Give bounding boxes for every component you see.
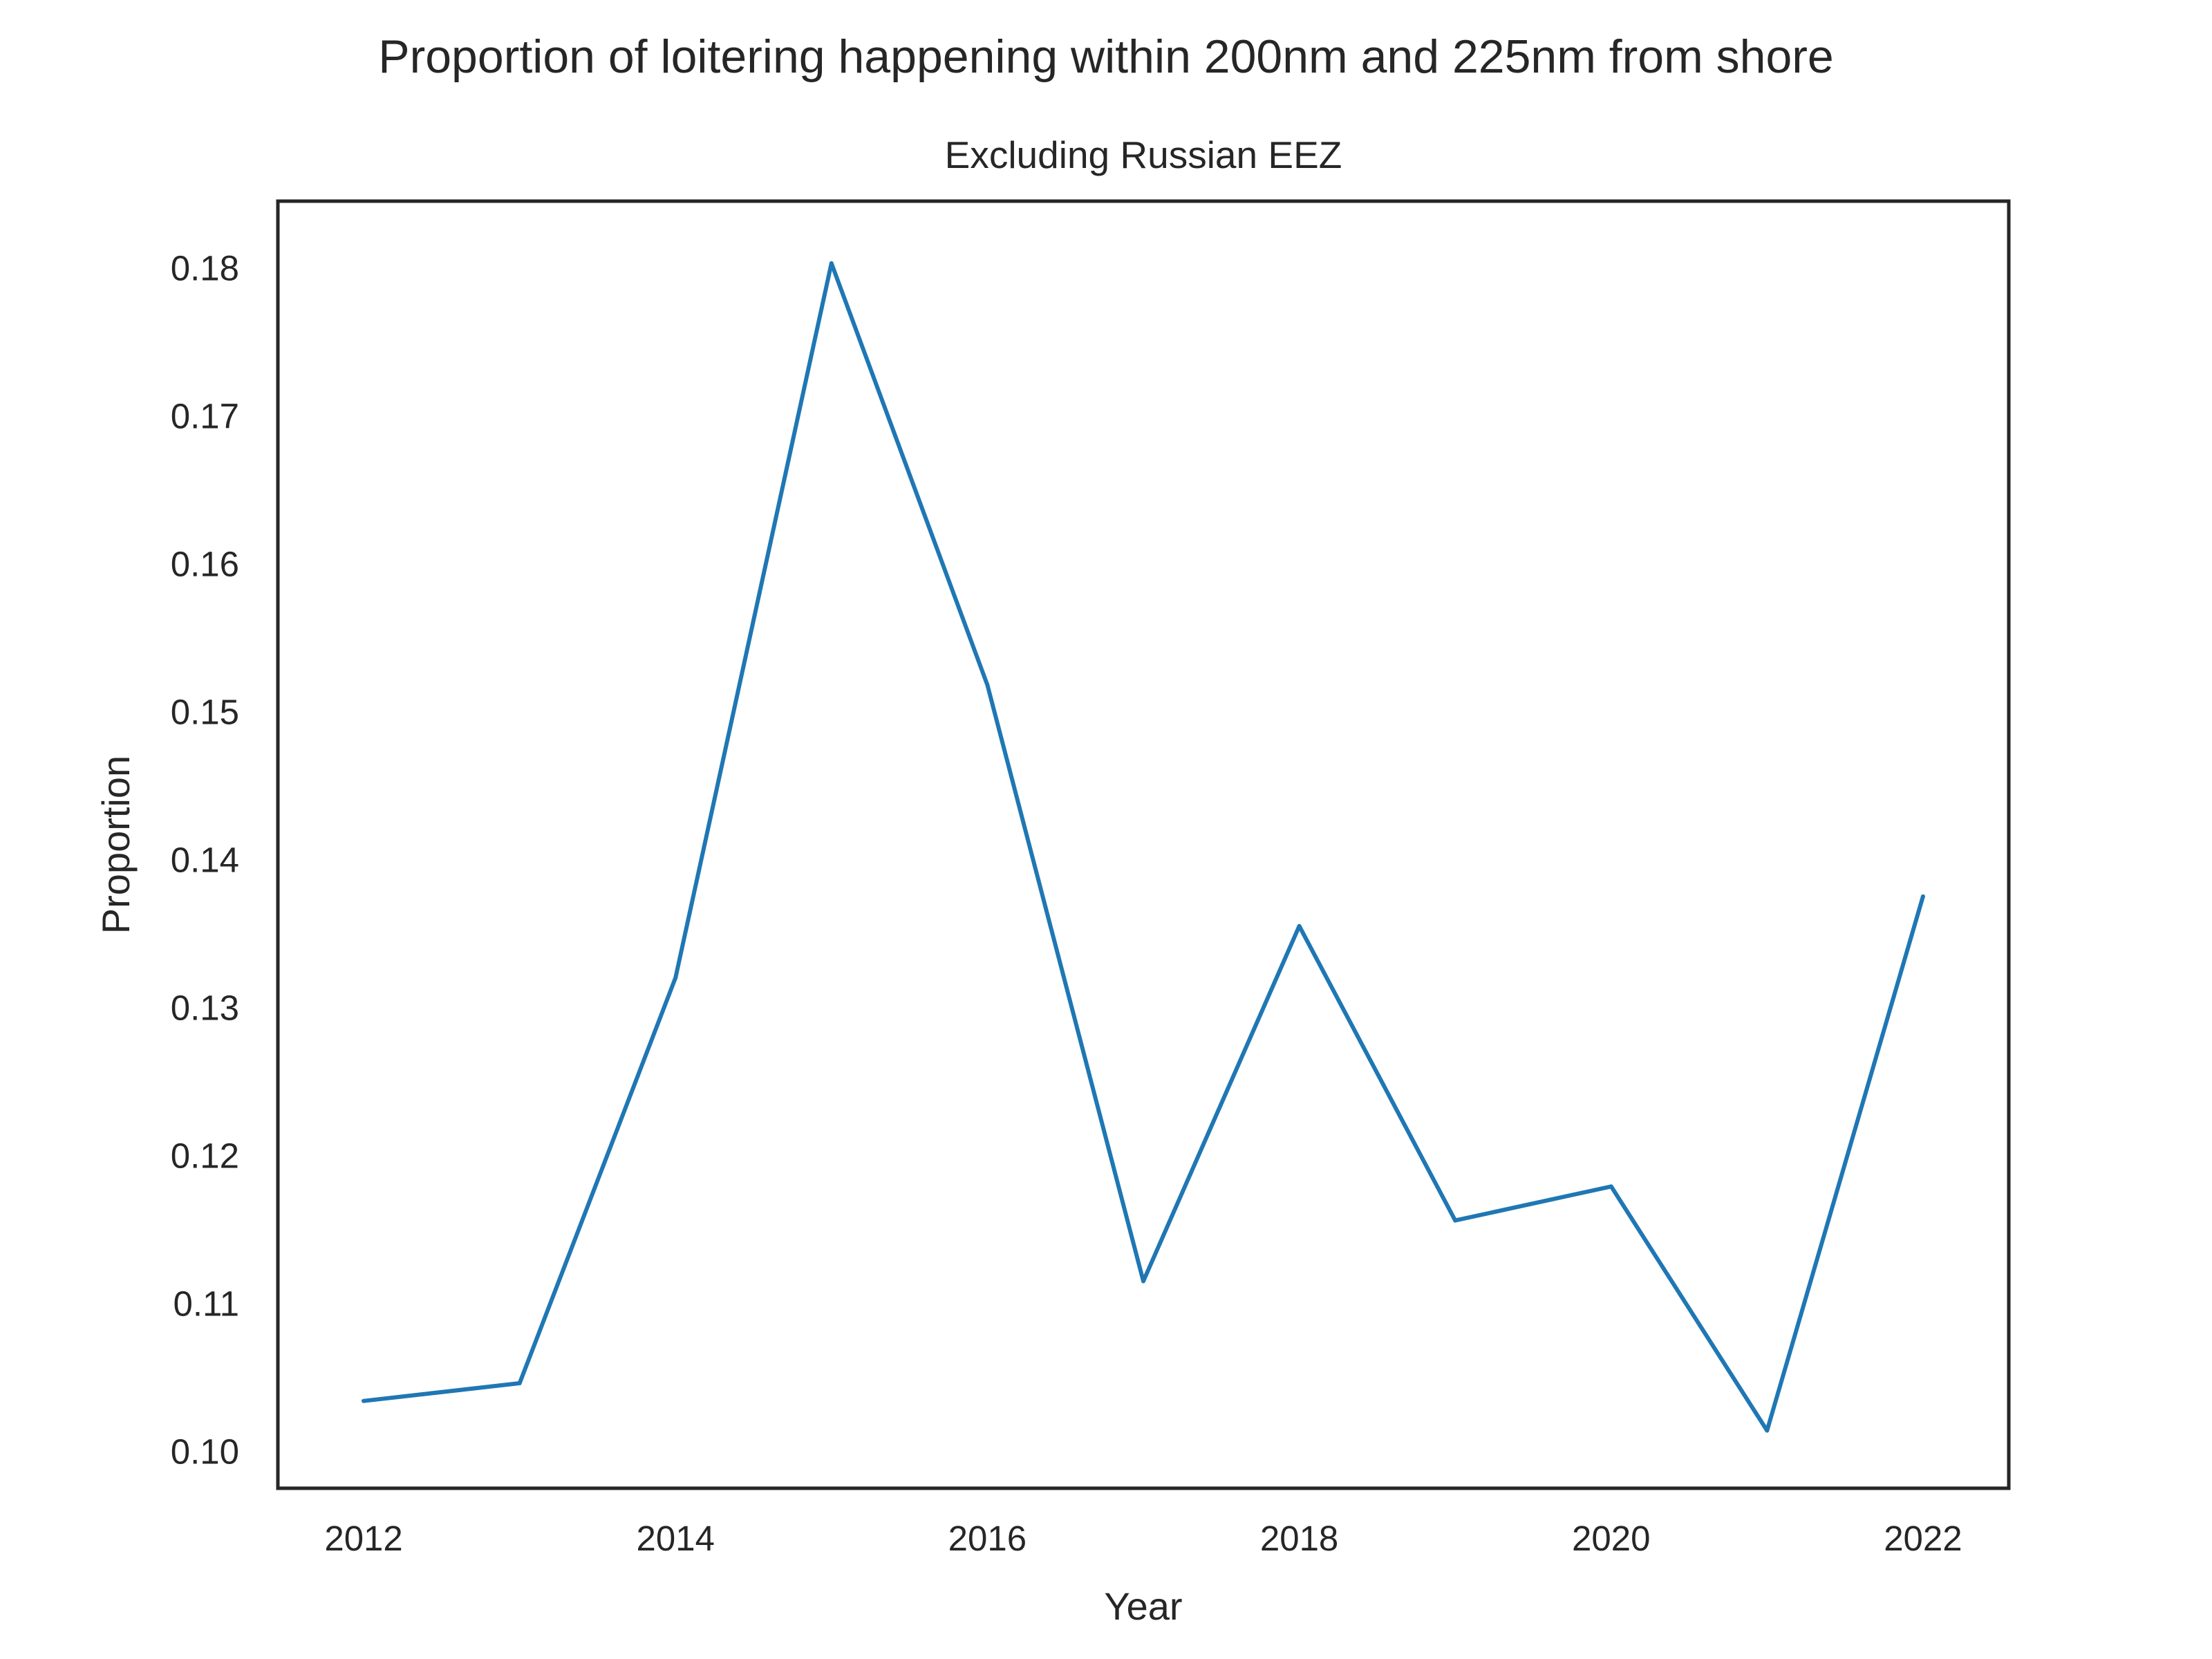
- x-tick-label: 2022: [1884, 1519, 1962, 1558]
- x-tick-label: 2020: [1572, 1519, 1650, 1558]
- plot-area-frame: [276, 199, 2011, 1490]
- data-point: [829, 261, 834, 265]
- data-point: [1609, 1184, 1613, 1189]
- y-axis-label: Proportion: [94, 756, 138, 934]
- x-tick-label: 2014: [637, 1519, 715, 1558]
- chart-subtitle: Excluding Russian EEZ: [945, 133, 1342, 176]
- y-tick-label: 0.18: [171, 248, 239, 288]
- series-layer: [362, 261, 1925, 1433]
- data-point: [1141, 1279, 1145, 1284]
- x-tick-label: 2016: [948, 1519, 1027, 1558]
- series-line: [362, 261, 1925, 1433]
- y-tick-label: 0.14: [171, 840, 239, 879]
- data-point: [673, 975, 678, 980]
- y-tick-label: 0.13: [171, 988, 239, 1027]
- y-tick-label: 0.10: [171, 1432, 239, 1471]
- data-point: [985, 682, 990, 687]
- y-tick-label: 0.11: [174, 1284, 239, 1323]
- data-point: [1765, 1428, 1770, 1433]
- y-tick-label: 0.15: [171, 692, 239, 731]
- data-point: [517, 1381, 522, 1386]
- y-tick-label: 0.17: [171, 396, 239, 435]
- x-axis-label: Year: [1104, 1584, 1182, 1628]
- data-point: [1297, 924, 1302, 928]
- chart-title: Proportion of loitering happening within…: [378, 30, 1834, 83]
- x-tick-label: 2012: [324, 1519, 402, 1558]
- data-point: [362, 1398, 366, 1403]
- data-point: [1453, 1218, 1458, 1223]
- y-tick-label: 0.16: [171, 544, 239, 583]
- y-axis-ticks: 0.10 0.11 0.12 0.13 0.14 0.15 0.16 0.17 0.18: [171, 248, 239, 1471]
- data-point: [1920, 894, 1925, 899]
- y-tick-label: 0.12: [171, 1136, 239, 1175]
- x-axis-ticks: 2012 2014 2016 2018 2020 2022: [324, 1519, 1962, 1558]
- x-tick-label: 2018: [1260, 1519, 1338, 1558]
